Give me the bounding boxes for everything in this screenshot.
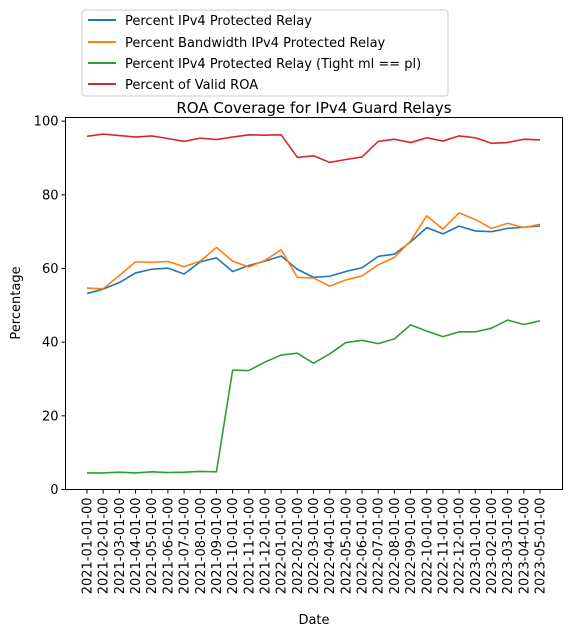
legend-label-ipv4-protected: Percent IPv4 Protected Relay: [125, 14, 312, 29]
series-line-1: [86, 212, 541, 290]
x-tick-label: 2021-12-01-00: [258, 498, 273, 595]
x-tick-label: 2022-08-01-00: [388, 498, 403, 595]
legend-label-bandwidth-protected: Percent Bandwidth IPv4 Protected Relay: [125, 36, 386, 51]
x-tick-label: 2021-01-01-00: [81, 498, 96, 595]
x-tick-label: 2021-03-01-00: [113, 498, 128, 595]
y-tick-label: 60: [42, 262, 59, 277]
plot-frame: [65, 117, 563, 490]
x-tick-label: 2021-09-01-00: [210, 498, 225, 595]
x-tick-label: 2022-07-01-00: [372, 498, 387, 595]
x-tick-label: 2021-08-01-00: [194, 498, 209, 595]
x-tick-label: 2022-04-01-00: [323, 498, 338, 595]
series-lines: [86, 133, 541, 474]
x-tick-label: 2022-09-01-00: [404, 498, 419, 595]
x-tick-label: 2022-06-01-00: [356, 498, 371, 595]
x-tick-label: 2023-04-01-00: [517, 498, 532, 595]
y-tick-label: 0: [50, 483, 58, 498]
series-line-2: [87, 319, 541, 474]
y-tick-label: 100: [34, 115, 59, 130]
series-line-3: [86, 133, 541, 164]
x-tick-label: 2021-05-01-00: [145, 498, 160, 595]
chart-title: ROA Coverage for IPv4 Guard Relays: [176, 99, 451, 117]
x-tick-label: 2022-03-01-00: [307, 498, 322, 595]
y-tick-label: 20: [42, 409, 59, 424]
x-tick-label: 2021-07-01-00: [178, 498, 193, 595]
x-tick-label: 2021-10-01-00: [226, 498, 241, 595]
y-tick-label: 40: [42, 336, 59, 351]
x-tick-label: 2022-05-01-00: [339, 498, 354, 595]
x-tick-label: 2023-03-01-00: [501, 498, 516, 595]
legend: Percent IPv4 Protected Relay Percent Ban…: [81, 9, 449, 97]
x-tick-label: 2023-01-01-00: [469, 498, 484, 595]
legend-label-tight-protected: Percent IPv4 Protected Relay (Tight ml =…: [125, 57, 421, 72]
x-tick-label: 2023-05-01-00: [534, 498, 549, 595]
x-axis-label: Date: [298, 613, 329, 628]
x-tick-label: 2021-11-01-00: [242, 498, 257, 595]
x-tick-label: 2021-02-01-00: [97, 498, 112, 595]
x-tick-label: 2022-01-01-00: [275, 498, 290, 595]
y-axis: 0 20 40 60 80 100: [34, 115, 66, 498]
y-axis-label: Percentage: [9, 266, 24, 339]
legend-label-valid-roa: Percent of Valid ROA: [125, 78, 258, 93]
x-tick-label: 2022-12-01-00: [453, 498, 468, 595]
series-line-0: [86, 224, 541, 295]
x-tick-label: 2023-02-01-00: [485, 498, 500, 595]
x-tick-label: 2022-02-01-00: [291, 498, 306, 595]
x-axis: 2021-01-01-00 2021-02-01-00 2021-03-01-00 2…: [81, 489, 549, 595]
y-tick-label: 80: [42, 188, 59, 203]
x-tick-label: 2022-10-01-00: [420, 498, 435, 595]
legend-box: [81, 9, 449, 97]
x-tick-label: 2021-04-01-00: [129, 498, 144, 595]
x-tick-label: 2022-11-01-00: [436, 498, 451, 595]
x-tick-label: 2021-06-01-00: [161, 498, 176, 595]
